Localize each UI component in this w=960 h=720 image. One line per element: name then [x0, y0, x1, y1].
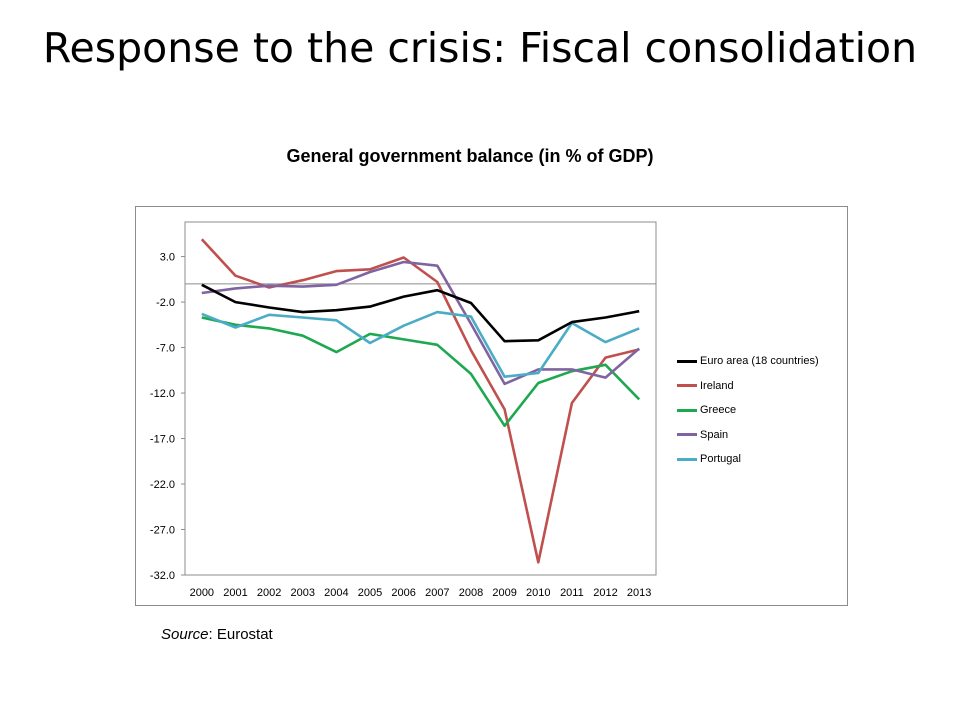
legend-swatch [677, 384, 697, 388]
series-line-ireland [200, 238, 640, 564]
x-tick-label: 2007 [425, 587, 449, 599]
y-tick-label: -27.0 [150, 525, 175, 537]
legend-label: Spain [700, 428, 729, 441]
chart-frame [135, 206, 848, 606]
series-line-greece [201, 316, 641, 428]
legend-item-greece: Greece [677, 398, 819, 423]
x-tick-label: 2006 [391, 587, 415, 599]
source-note: Source: Eurostat [161, 626, 273, 643]
x-tick-label: 2012 [593, 587, 617, 599]
chart-legend: Euro area (18 countries) Ireland Greece Spa… [677, 349, 819, 472]
y-tick-label: -12.0 [150, 388, 175, 400]
slide-title: Response to the crisis: Fiscal consolida… [42, 24, 918, 72]
series-line-euro-area-18-countries [201, 283, 640, 343]
x-tick-label: 2000 [190, 587, 214, 599]
legend-label: Ireland [700, 379, 734, 392]
chart-title: General government balance (in % of GDP) [286, 146, 654, 166]
legend-label: Portugal [700, 453, 741, 466]
legend-label: Greece [700, 404, 737, 417]
y-tick-label: -32.0 [150, 570, 175, 582]
y-tick-label: -22.0 [150, 479, 175, 491]
series-line-spain [201, 260, 641, 386]
legend-item-euro-area-18-countries: Euro area (18 countries) [677, 349, 819, 374]
x-tick-label: 2002 [257, 587, 281, 599]
y-tick-label: -17.0 [150, 434, 175, 446]
legend-label: Euro area (18 countries) [700, 355, 819, 368]
legend-swatch [677, 433, 697, 437]
series-line-portugal [201, 310, 640, 379]
y-tick-label: -7.0 [156, 343, 175, 355]
x-tick-label: 2011 [560, 587, 584, 599]
plot-area [184, 221, 657, 576]
x-tick-label: 2001 [223, 587, 247, 599]
x-tick-label: 2004 [324, 587, 348, 599]
legend-item-portugal: Portugal [677, 447, 819, 472]
source-text: : Eurostat [208, 626, 273, 643]
y-tick-label: -2.0 [156, 297, 175, 309]
y-tick-label: 3.0 [160, 252, 175, 264]
legend-swatch [677, 457, 697, 461]
legend-swatch [677, 359, 697, 363]
x-tick-label: 2008 [459, 587, 483, 599]
x-tick-label: 2009 [492, 587, 516, 599]
x-tick-label: 2013 [627, 587, 651, 599]
legend-item-spain: Spain [677, 423, 819, 448]
source-label: Source [161, 626, 209, 643]
legend-swatch [677, 408, 697, 412]
x-tick-label: 2005 [358, 587, 382, 599]
x-tick-label: 2010 [526, 587, 550, 599]
x-tick-label: 2003 [291, 587, 315, 599]
legend-item-ireland: Ireland [677, 374, 819, 399]
